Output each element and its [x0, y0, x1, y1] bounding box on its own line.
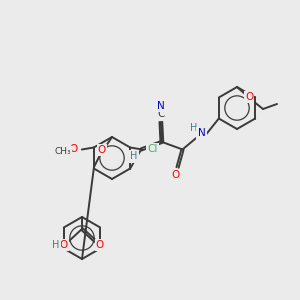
Text: H: H — [130, 152, 138, 161]
Text: O: O — [98, 145, 106, 155]
Text: C: C — [157, 109, 164, 119]
Text: O: O — [60, 240, 68, 250]
Text: H: H — [190, 123, 197, 133]
Text: O: O — [171, 170, 180, 180]
Text: N: N — [197, 128, 205, 138]
Text: N: N — [157, 101, 165, 111]
Text: O: O — [96, 240, 104, 250]
Text: CH₃: CH₃ — [55, 147, 71, 156]
Text: O: O — [70, 145, 78, 154]
Text: H: H — [52, 240, 60, 250]
Text: O: O — [245, 92, 253, 102]
Text: Cl: Cl — [147, 145, 158, 154]
